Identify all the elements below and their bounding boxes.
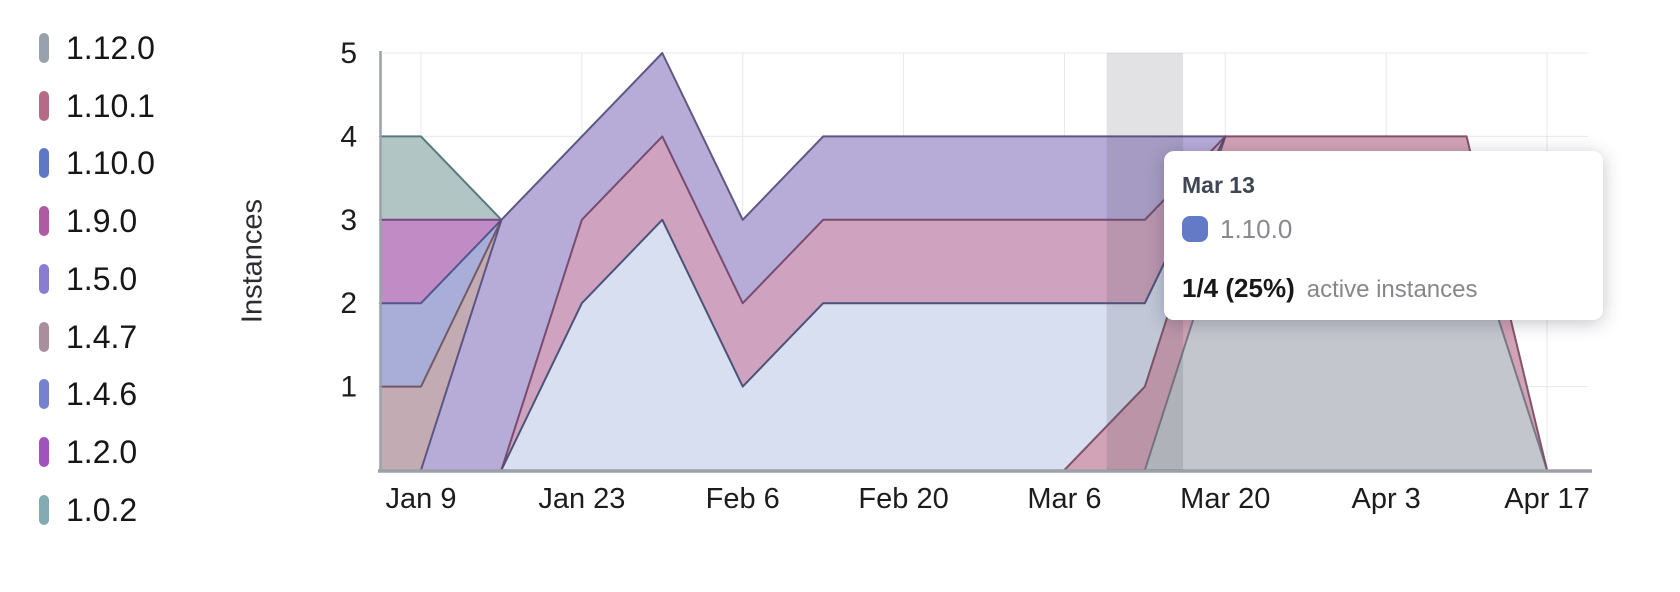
- y-tick-label: 5: [340, 37, 357, 70]
- tooltip-date: Mar 13: [1182, 172, 1255, 198]
- x-tick-label: Jan 9: [386, 483, 457, 515]
- legend-color-marker: [39, 90, 49, 121]
- legend-item-label: 1.9.0: [66, 203, 138, 240]
- version-legend: 1.12.0 1.10.1 1.10.0 1.9.0 1.5.0 1.4.7 1.4.6 1.…: [0, 0, 230, 592]
- y-axis-title: Instances: [236, 198, 269, 324]
- legend-item-label: 1.4.6: [66, 376, 138, 413]
- x-tick-label: Mar 20: [1180, 483, 1270, 515]
- legend-color-marker: [39, 206, 49, 237]
- y-tick-label: 3: [340, 204, 357, 237]
- legend-color-marker: [39, 321, 49, 352]
- legend-color-marker: [39, 379, 49, 410]
- line-1.9.0: [500, 135, 1227, 471]
- legend-item-label: 1.2.0: [66, 433, 138, 470]
- chart-tooltip: Mar 13 1.10.0 1/4 (25%) active instances: [1164, 151, 1603, 320]
- legend-item-label: 1.4.7: [66, 318, 138, 355]
- x-tick-label: Jan 23: [538, 483, 625, 515]
- legend-item-1.12.0[interactable]: 1.12.0: [39, 30, 155, 66]
- legend-item-label: 1.10.1: [66, 87, 155, 124]
- legend-item-1.10.1[interactable]: 1.10.1: [39, 87, 155, 124]
- legend-item-label: 1.12.0: [66, 30, 155, 66]
- line-1.4.6: [379, 218, 503, 305]
- x-tick-label: Feb 20: [858, 483, 948, 515]
- tooltip-series-row: 1.10.0: [1182, 213, 1585, 245]
- tooltip-series-name: 1.10.0: [1220, 214, 1293, 244]
- legend-item-1.9.0[interactable]: 1.9.0: [39, 203, 138, 240]
- legend-color-marker: [39, 33, 49, 63]
- legend-item-1.5.0[interactable]: 1.5.0: [39, 260, 138, 297]
- tooltip-value: 1/4 (25%): [1182, 273, 1295, 303]
- legend-item-label: 1.10.0: [66, 145, 155, 182]
- legend-color-marker: [39, 436, 49, 467]
- line-1.10.0: [500, 135, 1227, 471]
- series-color-swatch: [1182, 216, 1208, 242]
- x-tick-label: Apr 17: [1504, 483, 1589, 515]
- x-tick-label: Mar 6: [1027, 483, 1101, 515]
- legend-item-1.2.0[interactable]: 1.2.0: [39, 433, 138, 470]
- tooltip-value-row: 1/4 (25%) active instances: [1182, 271, 1585, 307]
- x-tick-label: Feb 6: [706, 483, 780, 515]
- line-1.10.1: [1063, 135, 1549, 471]
- line-1.0.2: [379, 135, 503, 221]
- legend-item-1.0.2[interactable]: 1.0.2: [39, 491, 138, 528]
- legend-item-1.4.7[interactable]: 1.4.7: [39, 318, 138, 355]
- legend-item-1.10.0[interactable]: 1.10.0: [39, 145, 155, 182]
- line-1.4.7: [379, 218, 503, 388]
- tooltip-value-suffix: active instances: [1306, 276, 1478, 303]
- x-tick-label: Apr 3: [1351, 483, 1420, 515]
- y-tick-label: 2: [340, 287, 357, 320]
- legend-color-marker: [39, 494, 49, 525]
- line-1.5.0: [420, 52, 1227, 471]
- legend-item-label: 1.0.2: [66, 491, 138, 528]
- y-tick-label: 4: [340, 120, 357, 153]
- legend-item-label: 1.5.0: [66, 260, 138, 297]
- legend-color-marker: [39, 263, 49, 294]
- legend-color-marker: [39, 148, 49, 179]
- legend-item-1.4.6[interactable]: 1.4.6: [39, 376, 138, 413]
- y-tick-label: 1: [340, 371, 357, 404]
